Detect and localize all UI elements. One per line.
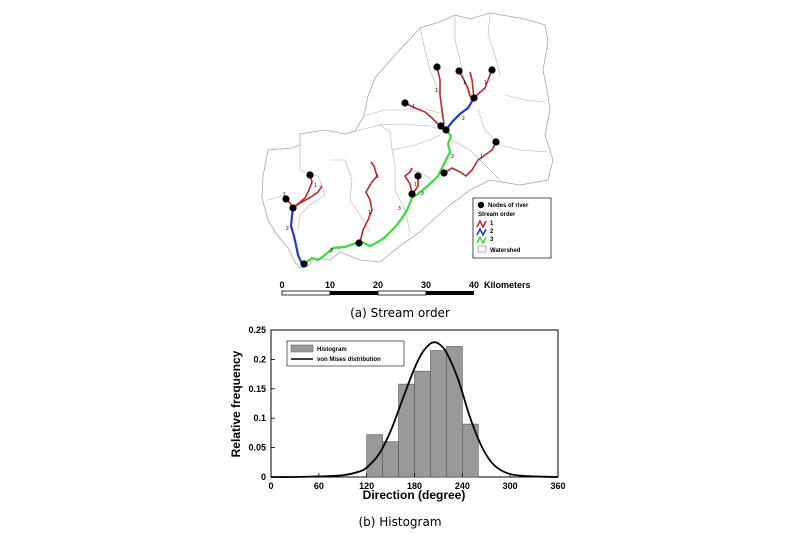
river-node xyxy=(355,239,363,247)
histogram-bar xyxy=(382,441,399,478)
order-label: 1 xyxy=(480,154,483,160)
x-tick-label: 120 xyxy=(359,481,374,491)
histogram-bar xyxy=(446,346,463,478)
scale-bar-segment xyxy=(426,291,474,295)
stream-order-2-west xyxy=(289,207,304,265)
x-tick-label: 240 xyxy=(455,481,470,491)
river-node xyxy=(437,122,445,130)
scale-bar-tick: 40 xyxy=(469,280,479,290)
histogram-bar xyxy=(414,370,431,478)
river-node xyxy=(433,63,441,71)
legend-order-3-label: 3 xyxy=(490,237,494,243)
histogram-chart: 0 60 120 180 240 300 360 0 0.05 0.1 0.15 0.2 0.25 H… xyxy=(229,325,566,529)
legend-order-1-swatch xyxy=(476,219,487,229)
river-node xyxy=(401,99,409,107)
order-label: 1 xyxy=(412,104,415,110)
river-node xyxy=(306,171,314,179)
order-label: 3 xyxy=(451,154,454,160)
legend-order-2-swatch xyxy=(476,227,487,237)
scale-bar-tick: 10 xyxy=(325,280,335,290)
histogram-legend: Histogram von Mises distribution xyxy=(286,340,405,367)
stream-order-3 xyxy=(303,129,453,265)
x-tick-label: 0 xyxy=(268,481,273,491)
river-node xyxy=(440,169,448,177)
map-legend: Nodes of river Stream order 1 2 3 Waters… xyxy=(472,197,552,259)
x-ticks: 0 60 120 180 240 300 360 xyxy=(268,473,566,491)
scale-bar-segment xyxy=(330,291,378,295)
river-node xyxy=(414,172,422,180)
scale-bar-segment xyxy=(281,290,331,296)
x-axis-title: Direction (degree) xyxy=(363,488,466,502)
y-axis-title: Relative frequency xyxy=(229,350,243,457)
river-node xyxy=(455,67,463,75)
histogram-bar xyxy=(430,350,447,478)
scale-bar-unit: Kilometers xyxy=(484,280,531,290)
x-tick-label: 360 xyxy=(550,481,565,491)
legend-curve-label: von Mises distribution xyxy=(317,357,381,363)
legend-stream-order-title: Stream order xyxy=(478,212,516,218)
scale-bar-tick: 30 xyxy=(421,280,431,290)
subwatershed-boundaries xyxy=(267,12,549,233)
order-label: 1 xyxy=(368,210,371,216)
legend-order-2-label: 2 xyxy=(490,229,494,235)
scale-bar-segment xyxy=(377,290,427,296)
y-tick-label: 0.2 xyxy=(253,354,266,364)
river-node xyxy=(492,138,500,146)
legend-order-1-label: 1 xyxy=(490,221,494,227)
y-ticks: 0 0.05 0.1 0.15 0.2 0.25 xyxy=(248,325,275,482)
legend-watershed-swatch xyxy=(477,245,487,253)
y-tick-label: 0.1 xyxy=(253,413,266,423)
stream-order-2-east xyxy=(445,97,475,131)
y-tick-label: 0.15 xyxy=(248,384,266,394)
order-labels: 1 1 1 1 1 1 1 1 1 1 2 2 3 3 3 3 xyxy=(283,80,487,254)
river-node xyxy=(470,94,478,102)
order-label: 3 xyxy=(398,206,401,212)
histogram-bar xyxy=(462,423,479,478)
stream-order-map: 1 1 1 1 1 1 1 1 1 1 2 2 3 3 3 3 Nodes of… xyxy=(261,12,554,320)
caption-b: (b) Histogram xyxy=(358,515,441,529)
order-label: 1 xyxy=(376,174,379,180)
order-label: 2 xyxy=(462,116,465,122)
caption-a: (a) Stream order xyxy=(350,306,450,320)
scale-bar-tick: 0 xyxy=(279,280,284,290)
von-mises-curve xyxy=(270,341,559,478)
order-label: 2 xyxy=(286,226,289,232)
legend-order-3-swatch xyxy=(476,235,487,245)
legend-node-marker xyxy=(477,201,485,209)
histogram-bar xyxy=(366,434,383,478)
order-label: 1 xyxy=(435,88,438,94)
y-tick-label: 0.25 xyxy=(248,325,266,335)
river-node xyxy=(442,126,450,134)
scale-bar: 0 10 20 30 40 Kilometers xyxy=(279,280,531,296)
river-node xyxy=(282,195,290,203)
order-label: 1 xyxy=(463,80,466,86)
river-node xyxy=(488,66,496,74)
y-tick-label: 0 xyxy=(261,472,266,482)
histogram-bar xyxy=(398,383,415,478)
river-node xyxy=(300,260,308,268)
river-node xyxy=(289,204,297,212)
order-label: 3 xyxy=(330,248,333,254)
legend-watershed-label: Watershed xyxy=(490,248,521,254)
scale-bar-tick: 20 xyxy=(373,280,383,290)
x-tick-label: 300 xyxy=(503,481,518,491)
y-tick-label: 0.05 xyxy=(248,443,266,453)
legend-nodes-label: Nodes of river xyxy=(488,203,529,209)
histogram-bars xyxy=(366,346,479,478)
order-label: 1 xyxy=(414,182,417,188)
order-label: 1 xyxy=(314,183,317,189)
river-node xyxy=(408,190,416,198)
river-nodes xyxy=(282,63,500,268)
x-tick-label: 180 xyxy=(407,481,422,491)
legend-histogram-swatch xyxy=(290,344,314,353)
order-label: 3 xyxy=(421,191,424,197)
order-label: 1 xyxy=(484,80,487,86)
order-label: 1 xyxy=(283,192,286,198)
x-tick-label: 60 xyxy=(314,481,324,491)
legend-histogram-label: Histogram xyxy=(317,347,347,353)
